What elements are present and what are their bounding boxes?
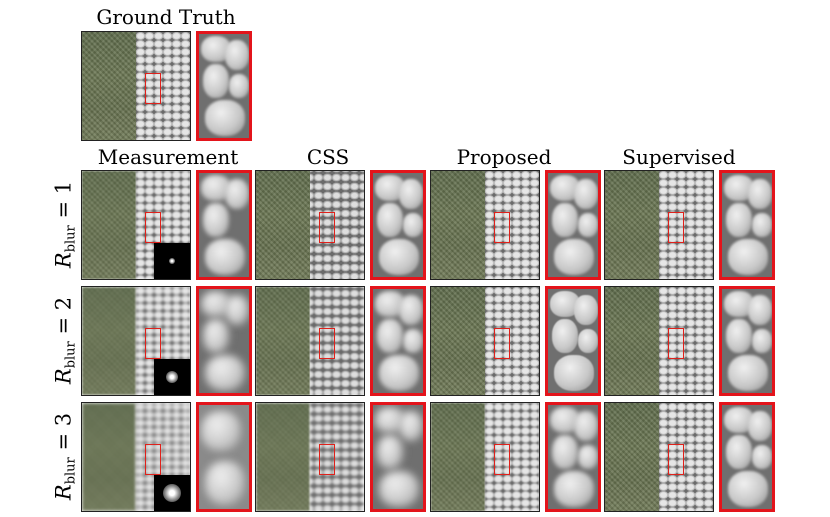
supervised-zoom-r3: [719, 402, 775, 512]
psf-inset: [154, 359, 190, 395]
measurement-zoom-r3: [196, 402, 252, 512]
roi-box: [494, 444, 510, 475]
column-header-proposed: Proposed: [456, 145, 552, 169]
css-image-r3: [255, 402, 365, 512]
roi-box: [494, 328, 510, 359]
css-image-r1: [255, 170, 365, 280]
supervised-image-r2: [604, 286, 714, 396]
row-label-blur-1: Rblur = 1: [51, 180, 79, 269]
psf-inset: [154, 243, 190, 279]
proposed-zoom-r3: [545, 402, 601, 512]
roi-box: [319, 212, 335, 243]
css-zoom-r1: [370, 170, 426, 280]
row-label-blur-2: Rblur = 2: [51, 296, 79, 385]
ground-truth-zoom: [196, 31, 252, 141]
proposed-zoom-r1: [545, 170, 601, 280]
supervised-image-r1: [604, 170, 714, 280]
measurement-image-r1: [81, 170, 191, 280]
supervised-zoom-r2: [719, 286, 775, 396]
column-header-css: CSS: [306, 145, 350, 169]
measurement-image-r3: [81, 402, 191, 512]
measurement-image-r2: [81, 286, 191, 396]
proposed-image-r3: [430, 402, 540, 512]
row-label-blur-3: Rblur = 3: [51, 412, 79, 501]
roi-box: [145, 73, 161, 104]
ground-truth-title: Ground Truth: [96, 5, 236, 29]
ground-truth-image: [81, 31, 191, 141]
roi-box: [668, 444, 684, 475]
roi-box: [668, 328, 684, 359]
proposed-image-r2: [430, 286, 540, 396]
roi-box: [668, 212, 684, 243]
column-header-measurement: Measurement: [97, 145, 239, 169]
roi-box: [319, 328, 335, 359]
roi-box: [145, 444, 161, 475]
css-zoom-r3: [370, 402, 426, 512]
measurement-zoom-r2: [196, 286, 252, 396]
proposed-image-r1: [430, 170, 540, 280]
supervised-zoom-r1: [719, 170, 775, 280]
proposed-zoom-r2: [545, 286, 601, 396]
css-image-r2: [255, 286, 365, 396]
roi-box: [145, 328, 161, 359]
roi-box: [494, 212, 510, 243]
column-header-supervised: Supervised: [622, 145, 736, 169]
roi-box: [319, 444, 335, 475]
css-zoom-r2: [370, 286, 426, 396]
measurement-zoom-r1: [196, 170, 252, 280]
supervised-image-r3: [604, 402, 714, 512]
stones-region: [136, 32, 190, 140]
grass-region: [82, 32, 136, 140]
psf-inset: [154, 475, 190, 511]
roi-box: [145, 212, 161, 243]
